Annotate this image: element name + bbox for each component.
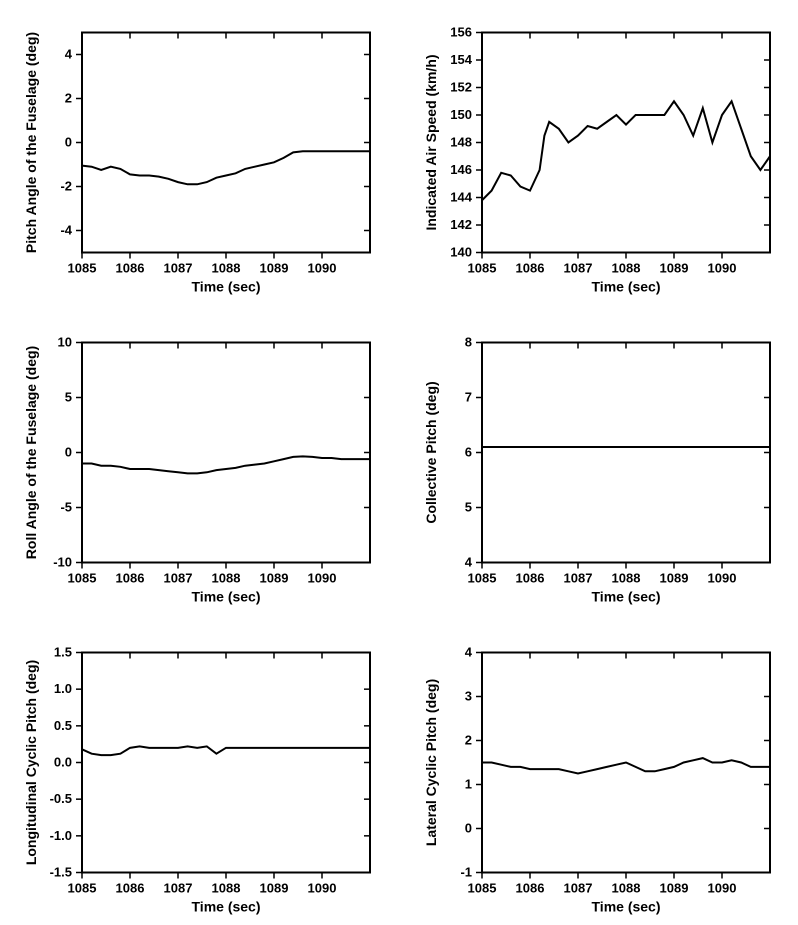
data-series xyxy=(82,456,370,473)
y-tick-label: 144 xyxy=(450,190,472,205)
chart-grid: 108510861087108810891090-4-2024Time (sec… xyxy=(20,20,780,900)
x-tick-label: 1090 xyxy=(708,571,737,586)
x-tick-label: 1090 xyxy=(308,881,337,896)
y-tick-label: -1.5 xyxy=(50,865,72,880)
y-tick-label: 6 xyxy=(465,445,472,460)
x-tick-label: 1088 xyxy=(212,881,241,896)
y-tick-label: 4 xyxy=(465,555,473,570)
y-tick-label: 150 xyxy=(450,107,472,122)
y-tick-label: -10 xyxy=(53,555,72,570)
x-tick-label: 1087 xyxy=(164,261,193,276)
y-axis-label: Longitudinal Cyclic Pitch (deg) xyxy=(23,660,39,865)
y-tick-label: 3 xyxy=(465,689,472,704)
y-tick-label: 0 xyxy=(465,821,472,836)
y-axis-label: Indicated Air Speed (km/h) xyxy=(423,54,439,230)
data-series xyxy=(482,758,770,773)
x-axis-label: Time (sec) xyxy=(192,279,261,295)
x-tick-label: 1086 xyxy=(116,881,145,896)
x-tick-label: 1090 xyxy=(708,881,737,896)
x-tick-label: 1086 xyxy=(116,571,145,586)
x-tick-label: 1085 xyxy=(68,881,97,896)
y-tick-label: 152 xyxy=(450,80,472,95)
x-tick-label: 1086 xyxy=(516,261,545,276)
x-axis-label: Time (sec) xyxy=(192,899,261,915)
y-tick-label: 5 xyxy=(65,390,72,405)
y-tick-label: 1.5 xyxy=(54,645,72,660)
x-tick-label: 1090 xyxy=(308,571,337,586)
y-tick-label: 8 xyxy=(465,335,472,350)
x-tick-label: 1086 xyxy=(516,571,545,586)
y-tick-label: 1 xyxy=(465,777,472,792)
y-tick-label: 4 xyxy=(65,47,73,62)
x-tick-label: 1085 xyxy=(68,571,97,586)
x-tick-label: 1087 xyxy=(564,881,593,896)
y-tick-label: 1.0 xyxy=(54,681,72,696)
chart-lateral-cyclic: 1085 1086 1087 1088 1089 1090 -1 0 1 2 3 4 Time (sec… xyxy=(420,640,780,920)
x-tick-label: 1090 xyxy=(308,261,337,276)
data-series xyxy=(82,746,370,755)
x-tick-label: 1088 xyxy=(212,261,241,276)
y-tick-label: 7 xyxy=(465,390,472,405)
y-tick-label: -0.5 xyxy=(50,791,72,806)
x-axis-label: Time (sec) xyxy=(192,589,261,605)
y-axis-label: Collective Pitch (deg) xyxy=(423,381,439,523)
y-tick-label: -5 xyxy=(60,500,72,515)
x-tick-label: 1087 xyxy=(564,571,593,586)
y-tick-label: 2 xyxy=(65,91,72,106)
x-tick-label: 1085 xyxy=(468,261,497,276)
x-tick-label: 1088 xyxy=(612,261,641,276)
x-tick-label: 1088 xyxy=(612,881,641,896)
x-tick-label: 1085 xyxy=(468,881,497,896)
x-tick-label: 1087 xyxy=(164,881,193,896)
x-axis-label: Time (sec) xyxy=(592,899,661,915)
chart-collective-pitch: 1085 1086 1087 1088 1089 1090 4 5 6 7 8 Time (sec) C… xyxy=(420,330,780,610)
y-tick-label: 154 xyxy=(450,52,472,67)
x-tick-label: 1086 xyxy=(516,881,545,896)
x-tick-label: 1085 xyxy=(468,571,497,586)
x-tick-label: 1090 xyxy=(708,261,737,276)
y-tick-label: 0.0 xyxy=(54,755,72,770)
x-tick-label: 1089 xyxy=(660,881,689,896)
x-tick-label: 1089 xyxy=(660,261,689,276)
y-tick-label: 2 xyxy=(465,733,472,748)
x-axis-label: Time (sec) xyxy=(592,279,661,295)
data-series xyxy=(482,101,770,200)
y-tick-label: 146 xyxy=(450,162,472,177)
x-tick-label: 1086 xyxy=(116,261,145,276)
x-tick-label: 1088 xyxy=(212,571,241,586)
y-axis-label: Lateral Cyclic Pitch (deg) xyxy=(423,679,439,846)
x-tick-label: 1089 xyxy=(260,881,289,896)
y-tick-label: 10 xyxy=(58,335,72,350)
x-tick-label: 1089 xyxy=(260,261,289,276)
y-tick-label: 0 xyxy=(65,445,72,460)
y-tick-label: 0 xyxy=(65,135,72,150)
x-tick-label: 1087 xyxy=(564,261,593,276)
y-axis-label: Roll Angle of the Fuselage (deg) xyxy=(23,346,39,559)
x-tick-label: 1089 xyxy=(260,571,289,586)
x-tick-label: 1089 xyxy=(660,571,689,586)
y-tick-label: 148 xyxy=(450,135,472,150)
y-tick-label: 140 xyxy=(450,245,472,260)
chart-roll-angle: 1085 1086 1087 1088 1089 1090 -10 -5 0 5 10 Time (s… xyxy=(20,330,380,610)
y-tick-label: -2 xyxy=(60,179,72,194)
y-tick-label: -1 xyxy=(460,865,472,880)
y-tick-label: 4 xyxy=(465,645,473,660)
y-tick-label: 5 xyxy=(465,500,472,515)
y-tick-label: -1.0 xyxy=(50,828,72,843)
x-tick-label: 1088 xyxy=(612,571,641,586)
chart-airspeed: 1085 1086 1087 1088 1089 1090 140 142 144 146 148 1… xyxy=(420,20,780,300)
x-tick-label: 1085 xyxy=(68,261,97,276)
y-tick-label: 0.5 xyxy=(54,718,72,733)
y-tick-label: -4 xyxy=(60,223,72,238)
y-tick-label: 156 xyxy=(450,25,472,40)
chart-longitudinal-cyclic: 1085 1086 1087 1088 1089 1090 -1.5 -1.0 -0.5 0.0 0… xyxy=(20,640,380,920)
y-tick-label: 142 xyxy=(450,217,472,232)
x-tick-label: 1087 xyxy=(164,571,193,586)
data-series xyxy=(82,151,370,184)
x-axis-label: Time (sec) xyxy=(592,589,661,605)
chart-pitch-angle: 1085 1086 1087 1088 1089 1090 -4 -2 0 2 4 Time (sec… xyxy=(20,20,380,300)
y-axis-label: Pitch Angle of the Fuselage (deg) xyxy=(23,32,39,253)
